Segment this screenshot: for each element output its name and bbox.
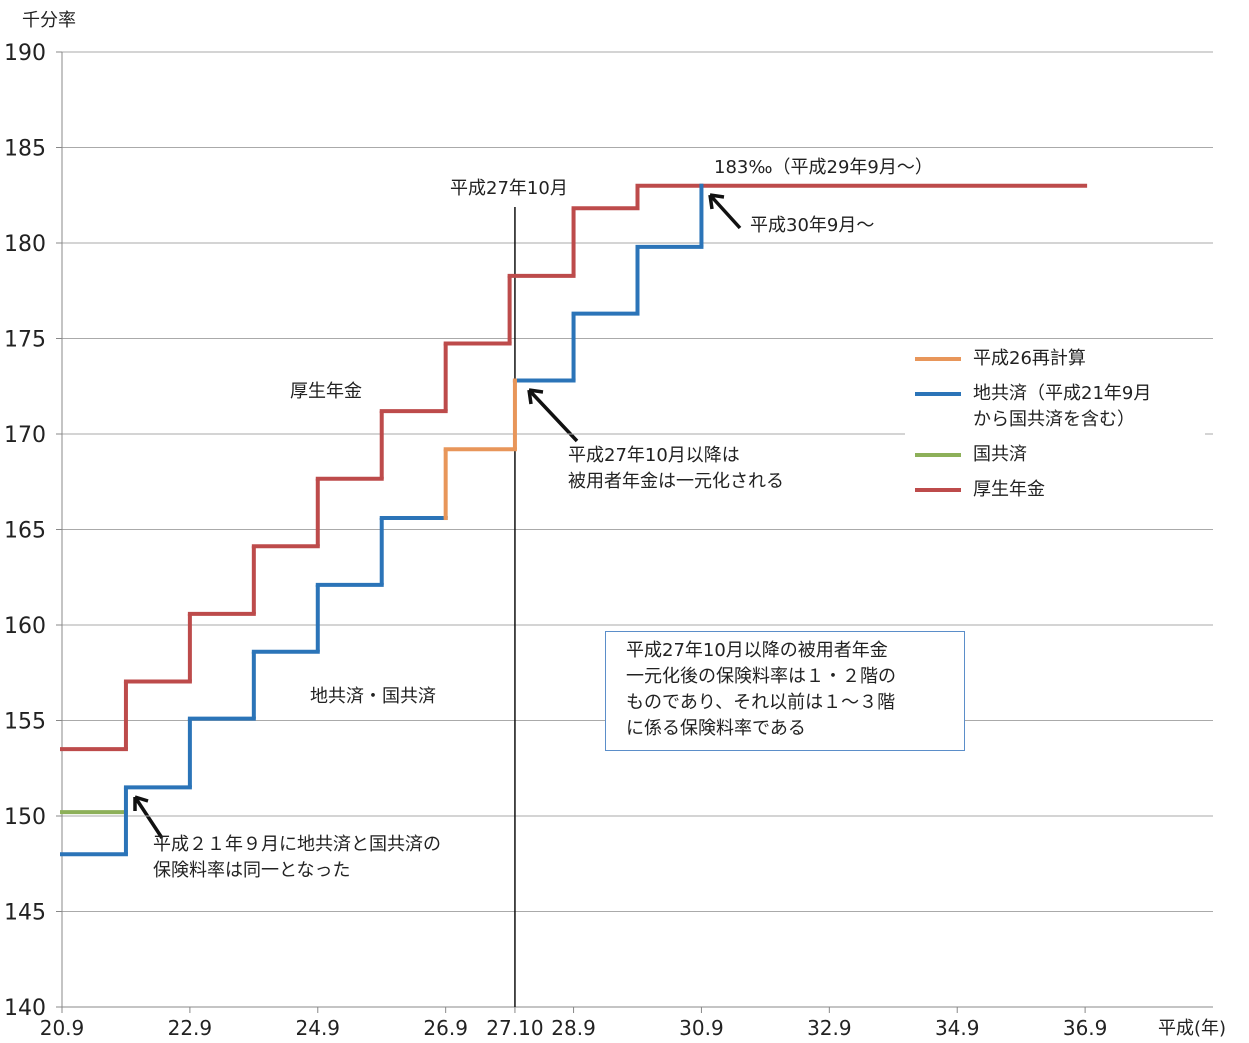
x-axis-label: 平成(年) bbox=[1158, 1018, 1226, 1039]
y-tick-label: 150 bbox=[4, 805, 46, 830]
y-tick-label: 180 bbox=[4, 232, 46, 257]
series bbox=[60, 183, 1088, 752]
series bbox=[60, 183, 704, 857]
x-tick-label: 20.9 bbox=[40, 1016, 85, 1040]
arrow bbox=[527, 388, 579, 443]
annotation: 厚生年金 bbox=[290, 381, 362, 402]
x-tick-label: 27.10 bbox=[486, 1016, 543, 1040]
annotation: 平成30年9月～ bbox=[750, 215, 875, 236]
legend-entry: 国共済 bbox=[905, 442, 1205, 468]
y-tick-label: 160 bbox=[4, 614, 46, 639]
legend-entry: 厚生年金 bbox=[905, 477, 1205, 503]
annotation: 平成２１年９月に地共済と国共済の 保険料率は同一となった bbox=[153, 834, 441, 881]
x-tick-label: 24.9 bbox=[296, 1016, 341, 1040]
note-box: 平成27年10月以降の被用者年金 一元化後の保険料率は１・２階の ものであり、そ… bbox=[605, 631, 965, 751]
series bbox=[443, 378, 517, 521]
y-tick-label: 140 bbox=[4, 996, 46, 1021]
y-tick-label: 145 bbox=[4, 901, 46, 926]
y-axis-label: 千分率 bbox=[22, 10, 76, 31]
legend-label: 地共済（平成21年9月 から国共済を含む） bbox=[973, 383, 1152, 430]
vertical-marker-label: 平成27年10月 bbox=[450, 178, 568, 199]
x-tick-label: 26.9 bbox=[423, 1016, 468, 1040]
legend-swatch bbox=[915, 357, 961, 361]
legend-entry: 地共済（平成21年9月 から国共済を含む） bbox=[905, 381, 1205, 433]
arrow bbox=[133, 795, 164, 839]
x-tick-label: 34.9 bbox=[935, 1016, 980, 1040]
y-tick-label: 170 bbox=[4, 423, 46, 448]
annotation: 183‰（平成29年9月～） bbox=[714, 157, 933, 178]
legend-label: 平成26再計算 bbox=[973, 348, 1086, 369]
y-tick-label: 175 bbox=[4, 328, 46, 353]
legend-label: 厚生年金 bbox=[973, 479, 1045, 500]
legend-swatch bbox=[915, 392, 961, 396]
legend-swatch bbox=[915, 453, 961, 457]
y-tick-label: 190 bbox=[4, 41, 46, 66]
annotation: 地共済・国共済 bbox=[310, 686, 436, 707]
y-tick-label: 165 bbox=[4, 519, 46, 544]
x-tick-label: 36.9 bbox=[1063, 1016, 1108, 1040]
annotation: 平成27年10月以降は 被用者年金は一元化される bbox=[568, 445, 784, 492]
x-tick-label: 30.9 bbox=[679, 1016, 724, 1040]
x-tick-label: 28.9 bbox=[551, 1016, 596, 1040]
legend-swatch bbox=[915, 488, 961, 492]
legend-label: 国共済 bbox=[973, 444, 1027, 465]
y-tick-label: 185 bbox=[4, 137, 46, 162]
legend-entry: 平成26再計算 bbox=[905, 346, 1205, 372]
x-tick-label: 32.9 bbox=[807, 1016, 852, 1040]
arrows bbox=[133, 193, 742, 839]
arrow bbox=[708, 193, 742, 230]
x-tick-label: 22.9 bbox=[168, 1016, 213, 1040]
legend: 平成26再計算地共済（平成21年9月 から国共済を含む） 国共済厚生年金 bbox=[905, 346, 1205, 512]
y-tick-label: 155 bbox=[4, 710, 46, 735]
